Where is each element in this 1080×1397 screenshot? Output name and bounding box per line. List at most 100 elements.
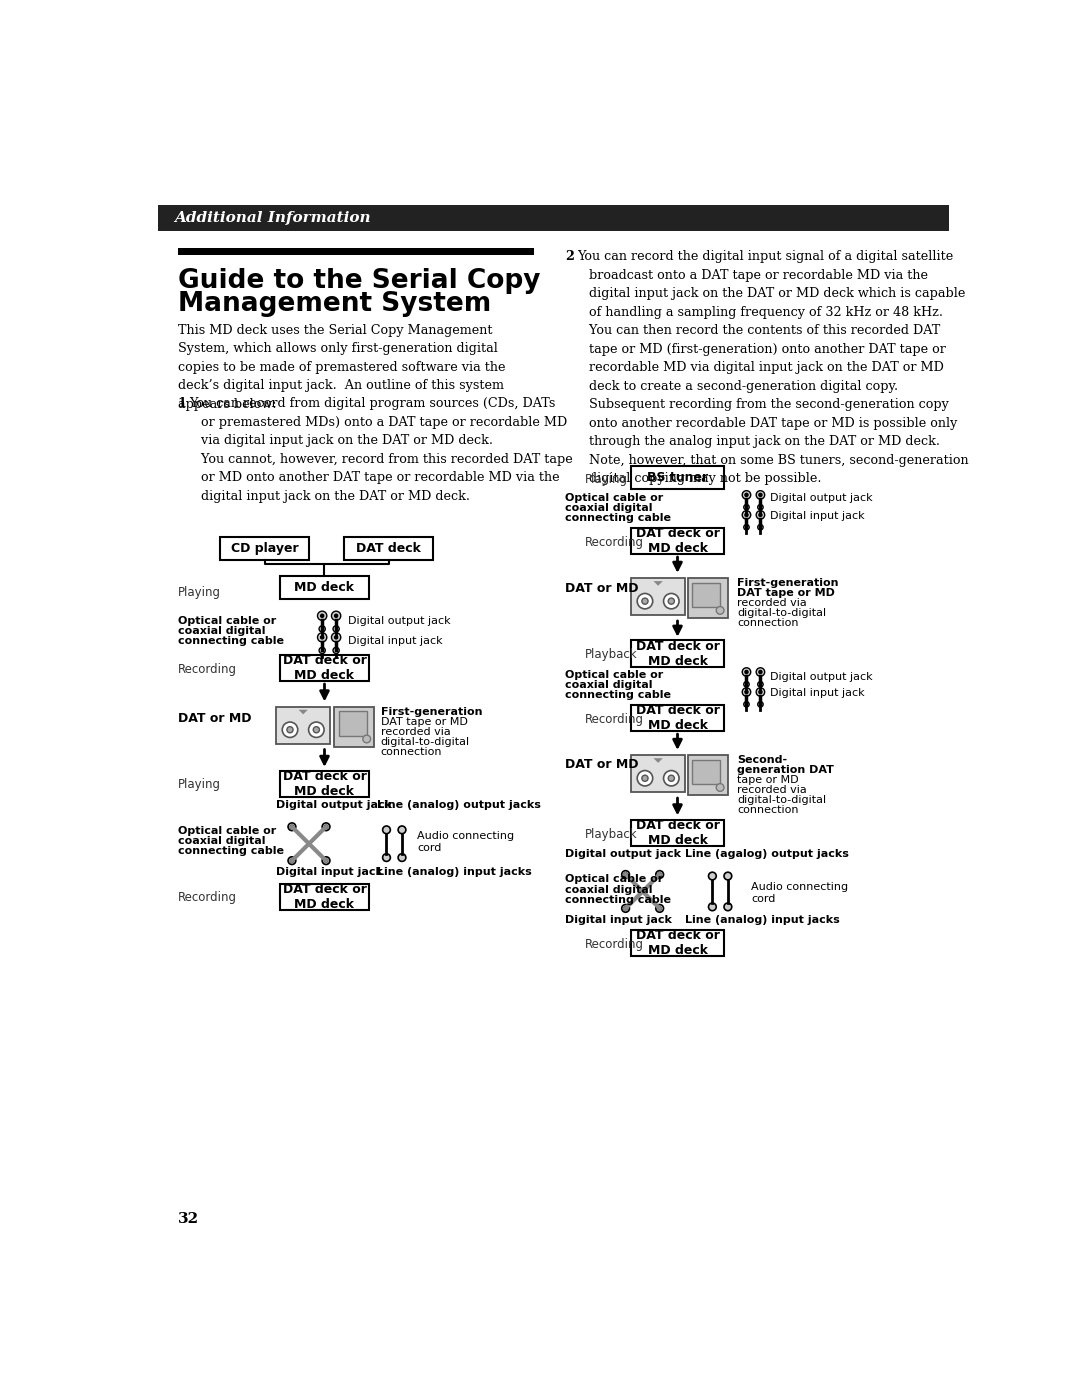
Text: DAT tape or MD: DAT tape or MD: [738, 588, 835, 598]
Text: Playback: Playback: [584, 827, 637, 841]
Text: digital-to-digital: digital-to-digital: [380, 736, 470, 746]
Text: Playing: Playing: [177, 585, 220, 599]
Text: Audio connecting
cord: Audio connecting cord: [751, 882, 848, 904]
Circle shape: [724, 902, 732, 911]
Circle shape: [321, 636, 324, 638]
Text: Playing: Playing: [584, 474, 627, 486]
Text: Optical cable or: Optical cable or: [177, 826, 275, 835]
Circle shape: [291, 826, 294, 828]
Text: digital-to-digital: digital-to-digital: [738, 608, 826, 617]
Circle shape: [756, 490, 765, 499]
Text: recorded via: recorded via: [738, 598, 807, 608]
Text: You can record the digital input signal of a digital satellite
   broadcast onto: You can record the digital input signal …: [577, 250, 969, 485]
Text: connecting cable: connecting cable: [565, 894, 671, 904]
Text: DAT deck or
MD deck: DAT deck or MD deck: [635, 704, 719, 732]
Polygon shape: [298, 710, 308, 714]
Text: Optical cable or: Optical cable or: [177, 616, 275, 626]
FancyBboxPatch shape: [631, 705, 724, 731]
Circle shape: [335, 615, 338, 617]
Circle shape: [318, 610, 327, 620]
Circle shape: [288, 856, 296, 865]
Circle shape: [656, 904, 663, 912]
FancyBboxPatch shape: [692, 760, 720, 784]
Circle shape: [319, 626, 325, 631]
Circle shape: [756, 687, 765, 696]
Text: Digital input jack: Digital input jack: [565, 915, 672, 925]
Text: coaxial digital: coaxial digital: [565, 503, 652, 513]
Circle shape: [744, 504, 750, 510]
Circle shape: [309, 722, 324, 738]
Text: 1: 1: [177, 397, 187, 411]
Text: CD player: CD player: [231, 542, 299, 555]
Circle shape: [758, 524, 764, 529]
Text: DAT deck or
MD deck: DAT deck or MD deck: [283, 654, 366, 682]
Text: connection: connection: [738, 805, 799, 816]
Circle shape: [742, 511, 751, 520]
Circle shape: [663, 594, 679, 609]
Circle shape: [744, 701, 750, 707]
Circle shape: [624, 907, 627, 909]
FancyBboxPatch shape: [631, 640, 724, 666]
Text: Digital input jack: Digital input jack: [770, 689, 864, 698]
Circle shape: [382, 854, 390, 862]
Text: Second-: Second-: [738, 756, 787, 766]
FancyBboxPatch shape: [688, 756, 728, 795]
Circle shape: [745, 513, 748, 517]
Circle shape: [716, 784, 724, 791]
Circle shape: [745, 690, 748, 693]
Text: Recording: Recording: [177, 662, 237, 676]
FancyBboxPatch shape: [159, 204, 948, 231]
Circle shape: [759, 513, 762, 517]
Circle shape: [744, 524, 750, 529]
Circle shape: [318, 633, 327, 643]
Text: DAT tape or MD: DAT tape or MD: [380, 717, 468, 726]
FancyBboxPatch shape: [280, 655, 369, 682]
Text: Optical cable or: Optical cable or: [565, 493, 663, 503]
Circle shape: [756, 668, 765, 676]
Text: DAT deck or
MD deck: DAT deck or MD deck: [635, 527, 719, 555]
Text: Digital input jack: Digital input jack: [770, 511, 864, 521]
Circle shape: [745, 493, 748, 496]
Circle shape: [669, 775, 674, 781]
FancyBboxPatch shape: [631, 820, 724, 847]
Text: DAT deck or
MD deck: DAT deck or MD deck: [635, 640, 719, 668]
Circle shape: [332, 633, 341, 643]
Polygon shape: [653, 581, 663, 585]
Text: 32: 32: [177, 1213, 199, 1227]
Text: DAT deck or
MD deck: DAT deck or MD deck: [283, 770, 366, 798]
FancyBboxPatch shape: [177, 249, 535, 256]
Circle shape: [758, 682, 764, 687]
Text: This MD deck uses the Serial Copy Management
System, which allows only first-gen: This MD deck uses the Serial Copy Manage…: [177, 324, 505, 411]
FancyBboxPatch shape: [276, 707, 330, 743]
Text: MD deck: MD deck: [295, 581, 354, 594]
Text: connecting cable: connecting cable: [177, 847, 284, 856]
Circle shape: [319, 647, 325, 654]
Text: DAT or MD: DAT or MD: [177, 711, 252, 725]
Text: DAT or MD: DAT or MD: [565, 583, 638, 595]
Circle shape: [332, 610, 341, 620]
FancyBboxPatch shape: [631, 528, 724, 555]
Text: Digital output jack: Digital output jack: [770, 493, 873, 503]
Text: connecting cable: connecting cable: [177, 636, 284, 645]
Text: Line (agalog) output jacks: Line (agalog) output jacks: [685, 849, 849, 859]
FancyBboxPatch shape: [334, 707, 375, 746]
Text: generation DAT: generation DAT: [738, 766, 834, 775]
Text: Recording: Recording: [584, 937, 644, 950]
Text: coaxial digital: coaxial digital: [177, 626, 265, 636]
Circle shape: [291, 859, 294, 862]
Circle shape: [708, 902, 716, 911]
Circle shape: [758, 504, 764, 510]
Circle shape: [724, 872, 732, 880]
Circle shape: [322, 856, 329, 865]
Text: Digital output jack: Digital output jack: [565, 849, 681, 859]
Text: Optical cable or: Optical cable or: [565, 875, 663, 884]
Circle shape: [622, 870, 630, 879]
FancyBboxPatch shape: [345, 538, 433, 560]
Circle shape: [658, 907, 661, 909]
Circle shape: [759, 671, 762, 673]
Text: Line (analog) input jacks: Line (analog) input jacks: [377, 866, 531, 877]
Circle shape: [745, 671, 748, 673]
Circle shape: [333, 647, 339, 654]
Text: connecting cable: connecting cable: [565, 690, 671, 700]
Text: Management System: Management System: [177, 291, 491, 317]
